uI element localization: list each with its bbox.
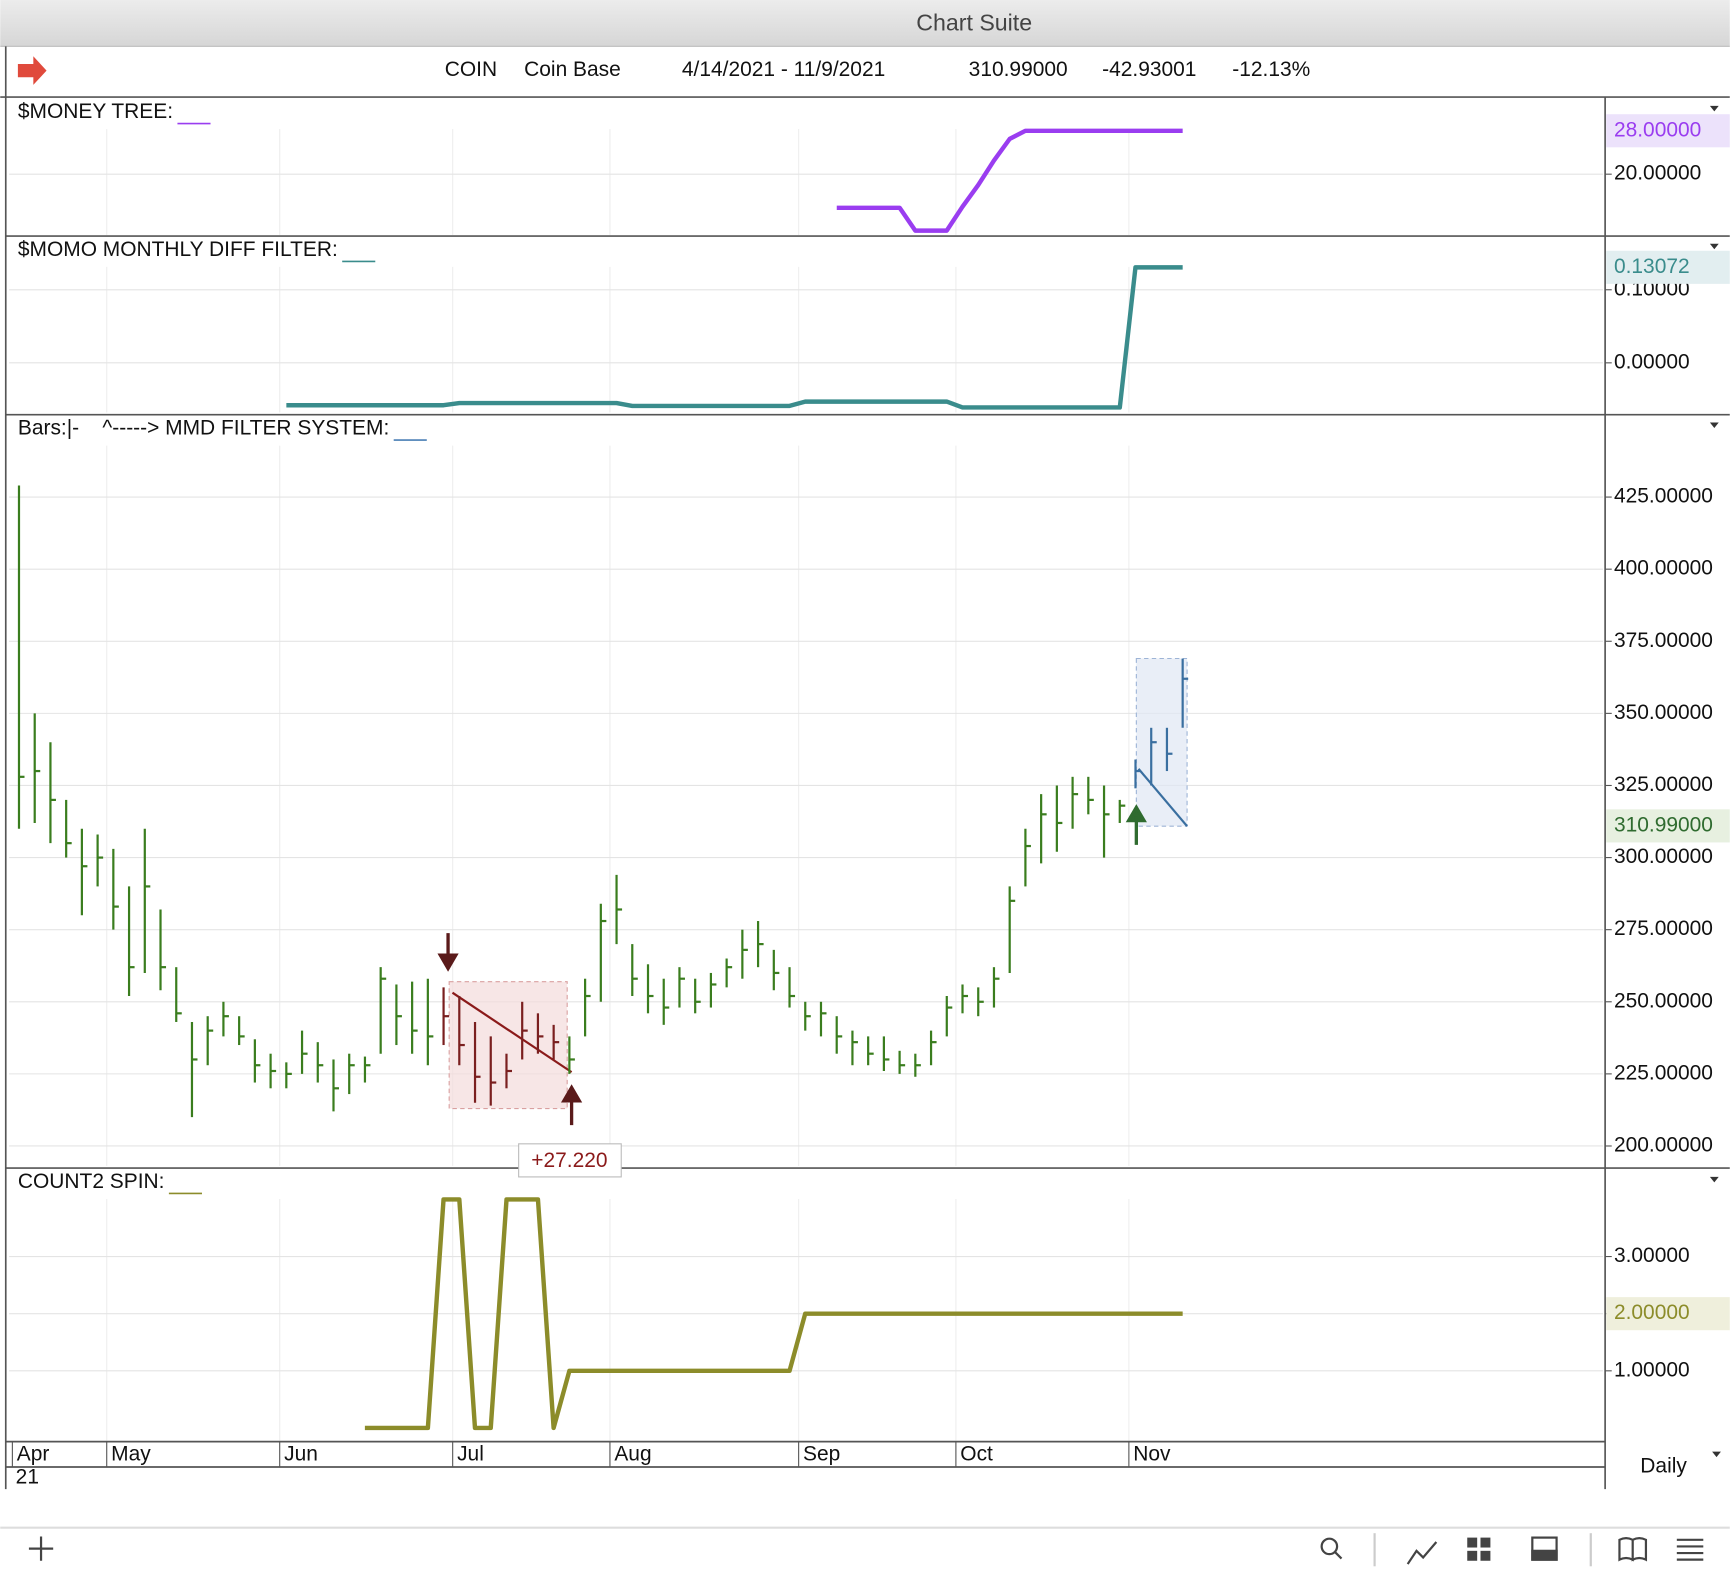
symbol: COIN [445,58,497,81]
x-tick-label: Apr [17,1442,50,1465]
x-tick-label: Sep [803,1442,840,1465]
layout-button[interactable] [1467,1537,1491,1561]
panel-title: $MOMO MONTHLY DIFF FILTER: [18,238,338,261]
last-value-badge [1606,809,1730,843]
window-title: Chart Suite [916,9,1032,35]
trade-line [451,991,573,1074]
y-tick-label: 400.00000 [1614,557,1713,580]
y-tick-label: 0.00000 [1614,350,1690,373]
y-tick-label: 20.00000 [1614,162,1701,185]
y-tick-label: 300.00000 [1614,845,1713,868]
trade-markers: +27.220 [437,657,1188,1178]
trade-result-box [518,1143,622,1178]
y-tick-label: 325.00000 [1614,773,1713,796]
trade-box-short [448,981,568,1110]
search-button[interactable] [1320,1537,1339,1556]
trade-line [1137,768,1188,827]
timeframe[interactable]: Daily [1640,1455,1687,1478]
menu-arrow[interactable] [17,56,47,85]
indicator-line [836,128,1183,233]
cover-arrow [560,1084,583,1126]
x-tick-label: Jun [284,1442,318,1465]
last-value-label: 310.99000 [1614,813,1713,836]
x-tick-label: Oct [960,1442,993,1465]
x-tick-label: Nov [1133,1442,1171,1465]
trade-box-long [1135,657,1188,827]
y-tick-label: 375.00000 [1614,629,1713,652]
y-tick-label: 350.00000 [1614,701,1713,724]
indicator-line [364,1197,1183,1431]
list-button[interactable] [1676,1538,1704,1561]
panel-title: Bars:|- ^-----> MMD FILTER SYSTEM: [18,417,389,440]
change: -42.93001 [1102,58,1196,81]
x-tick-label: May [111,1442,151,1465]
add-button[interactable] [28,1536,54,1561]
y-tick-label: 250.00000 [1614,989,1713,1012]
year-label: 21 [16,1466,39,1489]
y-tick-label: 225.00000 [1614,1061,1713,1084]
symbol-name: Coin Base [524,58,621,81]
sell-arrow [437,933,459,972]
book-button[interactable] [1618,1537,1648,1562]
panel-menus [1709,105,1721,1458]
last-value-label: 2.00000 [1614,1301,1690,1324]
y-tick-label: 275.00000 [1614,917,1713,940]
last-value-badge [1606,1297,1730,1331]
toolbar [0,1526,1730,1567]
date-range: 4/14/2021 - 11/9/2021 [682,58,885,81]
y-tick-label: 425.00000 [1614,485,1713,508]
y-tick-label: 1.00000 [1614,1358,1690,1381]
title-bar [0,0,1730,47]
indicator-line [286,265,1183,410]
chart-button[interactable] [1406,1541,1438,1565]
buy-arrow [1125,804,1147,845]
last-value-label: 0.13072 [1614,255,1690,278]
panel-title: $MONEY TREE: [18,100,173,123]
frame [0,46,1730,1490]
x-tick-label: Aug [614,1442,651,1465]
last-value-label: 28.00000 [1614,118,1701,141]
y-tick-label: 200.00000 [1614,1134,1713,1157]
change-percent: -12.13% [1232,58,1310,81]
trade-result: +27.220 [531,1149,607,1172]
last-value-badge [1606,114,1730,148]
last-price: 310.99000 [969,58,1068,81]
panel-title: COUNT2 SPIN: [18,1170,165,1193]
last-value-badge [1606,250,1730,284]
y-tick-label: 3.00000 [1614,1244,1690,1267]
x-tick-label: Jul [457,1442,484,1465]
